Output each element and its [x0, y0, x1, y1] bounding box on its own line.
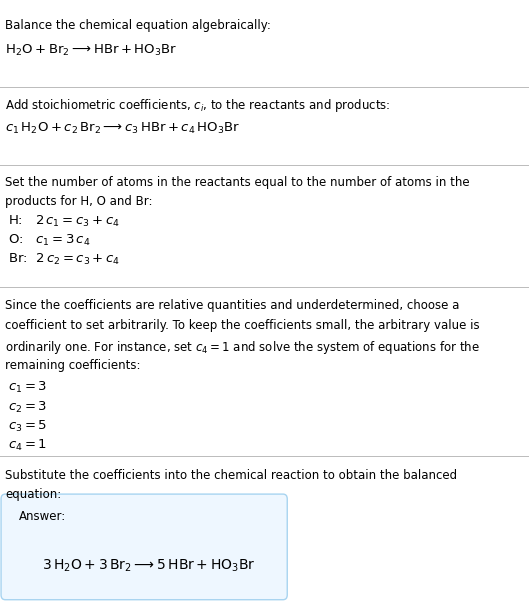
- Text: Answer:: Answer:: [19, 510, 66, 523]
- Text: $c_2 = 3$: $c_2 = 3$: [8, 399, 47, 415]
- Text: $\mathregular{3\,H_2O + 3\,Br_2} \longrightarrow \mathregular{5\,HBr + HO_3Br}$: $\mathregular{3\,H_2O + 3\,Br_2} \longri…: [42, 557, 256, 574]
- Text: $c_1 = 3$: $c_1 = 3$: [8, 380, 47, 395]
- Text: products for H, O and Br:: products for H, O and Br:: [5, 195, 153, 208]
- Text: Add stoichiometric coefficients, $c_i$, to the reactants and products:: Add stoichiometric coefficients, $c_i$, …: [5, 97, 391, 114]
- Text: Substitute the coefficients into the chemical reaction to obtain the balanced: Substitute the coefficients into the che…: [5, 469, 458, 481]
- FancyBboxPatch shape: [1, 494, 287, 600]
- Text: Since the coefficients are relative quantities and underdetermined, choose a: Since the coefficients are relative quan…: [5, 299, 460, 312]
- Text: ordinarily one. For instance, set $c_4 = 1$ and solve the system of equations fo: ordinarily one. For instance, set $c_4 =…: [5, 339, 480, 356]
- Text: equation:: equation:: [5, 488, 61, 501]
- Text: Balance the chemical equation algebraically:: Balance the chemical equation algebraica…: [5, 19, 271, 32]
- Text: coefficient to set arbitrarily. To keep the coefficients small, the arbitrary va: coefficient to set arbitrarily. To keep …: [5, 319, 480, 332]
- Text: $c_1\,\mathregular{H_2O} + c_2\,\mathregular{Br_2} \longrightarrow c_3\,\mathreg: $c_1\,\mathregular{H_2O} + c_2\,\mathreg…: [5, 121, 240, 137]
- Text: remaining coefficients:: remaining coefficients:: [5, 359, 141, 371]
- Text: O:   $c_1 = 3\,c_4$: O: $c_1 = 3\,c_4$: [8, 233, 90, 248]
- Text: $\mathregular{H_2O + Br_2}\longrightarrow\mathregular{HBr + HO_3Br}$: $\mathregular{H_2O + Br_2}\longrightarro…: [5, 42, 178, 58]
- Text: $c_4 = 1$: $c_4 = 1$: [8, 438, 47, 453]
- Text: H:   $2\,c_1 = c_3 + c_4$: H: $2\,c_1 = c_3 + c_4$: [8, 214, 120, 229]
- Text: $c_3 = 5$: $c_3 = 5$: [8, 419, 47, 434]
- Text: Set the number of atoms in the reactants equal to the number of atoms in the: Set the number of atoms in the reactants…: [5, 176, 470, 189]
- Text: Br:  $2\,c_2 = c_3 + c_4$: Br: $2\,c_2 = c_3 + c_4$: [8, 252, 120, 267]
